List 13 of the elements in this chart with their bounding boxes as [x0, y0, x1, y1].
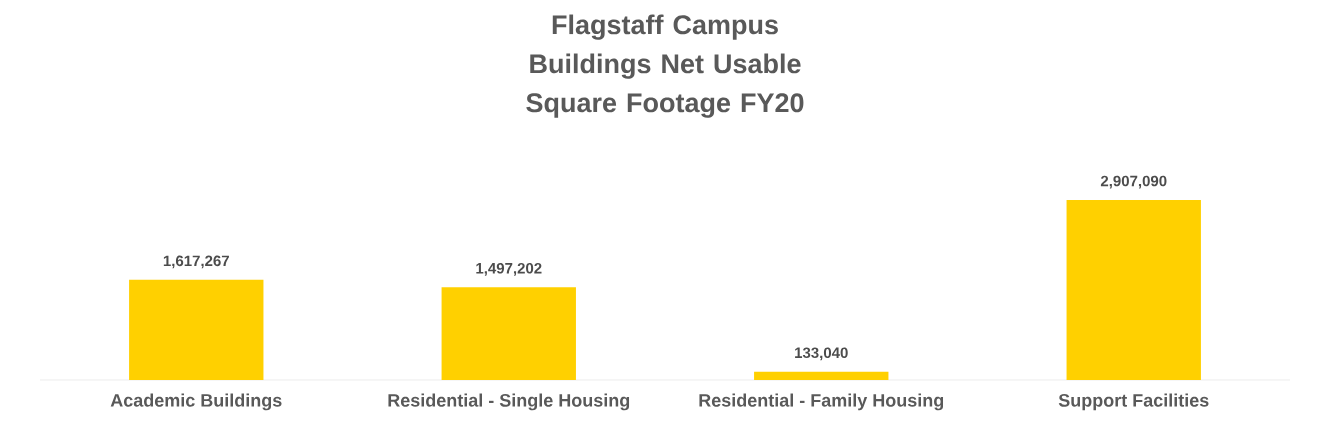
data-label: 1,617,267 — [163, 255, 229, 269]
x-tick-label: Support Facilities — [1058, 393, 1209, 411]
bar — [1066, 199, 1201, 380]
data-label: 1,497,202 — [476, 262, 542, 276]
chart-title: Flagstaff Campus Buildings Net Usable Square Footage FY20 — [526, 14, 804, 118]
x-tick-label: Residential - Single Housing — [388, 393, 630, 411]
bar — [441, 287, 576, 380]
bar — [129, 279, 264, 380]
x-tick-label: Academic Buildings — [110, 393, 282, 411]
data-label: 133,040 — [795, 347, 848, 361]
bar — [754, 371, 889, 380]
x-tick-label: Residential - Family Housing — [699, 393, 944, 411]
data-label: 2,907,090 — [1100, 175, 1167, 189]
